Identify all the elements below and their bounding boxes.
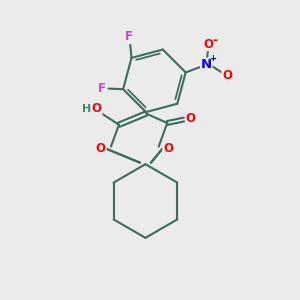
Text: O: O xyxy=(186,112,196,125)
Text: +: + xyxy=(209,54,216,63)
Text: N: N xyxy=(201,58,212,71)
Text: F: F xyxy=(98,82,106,94)
Text: O: O xyxy=(92,102,102,115)
Text: O: O xyxy=(163,142,173,155)
Text: O: O xyxy=(203,38,213,51)
Text: F: F xyxy=(125,30,133,43)
Text: H: H xyxy=(82,103,91,114)
Text: -: - xyxy=(213,34,218,47)
Text: O: O xyxy=(222,70,232,83)
Text: O: O xyxy=(96,142,106,155)
